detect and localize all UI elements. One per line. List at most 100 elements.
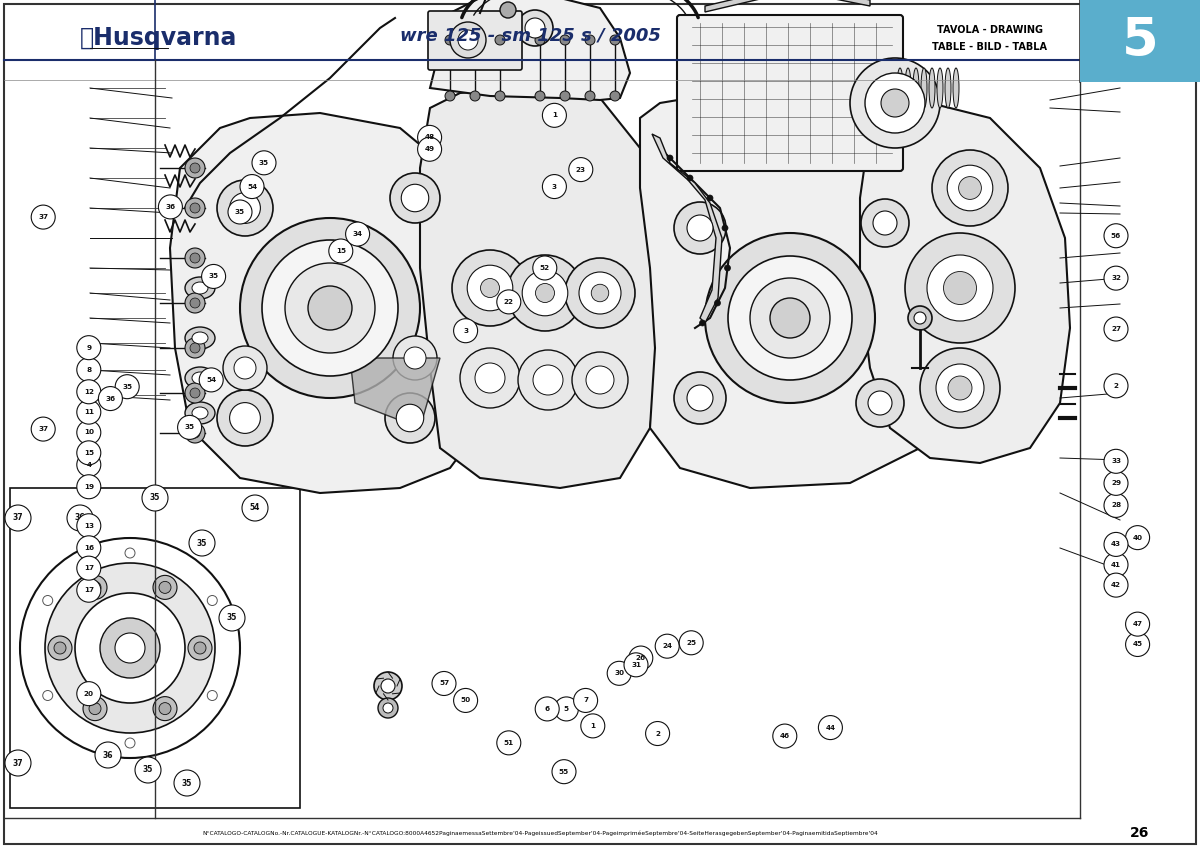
Circle shape xyxy=(581,714,605,738)
Circle shape xyxy=(174,770,200,796)
Circle shape xyxy=(77,475,101,499)
Ellipse shape xyxy=(953,68,959,108)
Text: 10: 10 xyxy=(84,429,94,436)
Circle shape xyxy=(5,505,31,531)
Text: 35: 35 xyxy=(235,209,245,215)
Circle shape xyxy=(881,89,910,117)
Circle shape xyxy=(134,757,161,783)
Circle shape xyxy=(586,366,614,394)
Text: 37: 37 xyxy=(13,514,23,522)
Circle shape xyxy=(850,58,940,148)
Circle shape xyxy=(610,91,620,101)
Circle shape xyxy=(572,352,628,408)
Circle shape xyxy=(46,563,215,733)
Text: 7: 7 xyxy=(583,697,588,704)
Circle shape xyxy=(234,357,256,379)
Circle shape xyxy=(1104,573,1128,597)
Text: 48: 48 xyxy=(425,134,434,141)
Circle shape xyxy=(714,300,720,306)
Text: 43: 43 xyxy=(1111,541,1121,548)
Circle shape xyxy=(185,338,205,358)
Circle shape xyxy=(142,485,168,511)
Circle shape xyxy=(610,35,620,45)
Circle shape xyxy=(158,703,172,715)
Text: 11: 11 xyxy=(84,409,94,416)
Circle shape xyxy=(418,137,442,161)
Circle shape xyxy=(454,319,478,343)
Circle shape xyxy=(1126,612,1150,636)
Text: 54: 54 xyxy=(250,504,260,512)
Circle shape xyxy=(722,225,728,231)
Text: 19: 19 xyxy=(84,483,94,490)
Circle shape xyxy=(240,175,264,198)
Circle shape xyxy=(725,265,731,271)
Circle shape xyxy=(959,176,982,199)
Circle shape xyxy=(89,582,101,594)
Circle shape xyxy=(770,298,810,338)
Circle shape xyxy=(475,363,505,393)
Ellipse shape xyxy=(922,68,928,108)
Circle shape xyxy=(518,350,578,410)
Circle shape xyxy=(728,256,852,380)
Circle shape xyxy=(1104,471,1128,495)
Text: 22: 22 xyxy=(504,298,514,305)
Circle shape xyxy=(868,391,892,415)
Circle shape xyxy=(89,703,101,715)
Text: 15: 15 xyxy=(336,248,346,254)
Circle shape xyxy=(580,272,622,314)
Ellipse shape xyxy=(913,68,919,108)
Circle shape xyxy=(500,2,516,18)
Ellipse shape xyxy=(185,327,215,349)
Circle shape xyxy=(240,218,420,398)
Circle shape xyxy=(329,239,353,263)
Circle shape xyxy=(31,417,55,441)
Circle shape xyxy=(67,505,94,531)
Circle shape xyxy=(286,263,374,353)
Circle shape xyxy=(374,672,402,700)
Circle shape xyxy=(252,151,276,175)
Circle shape xyxy=(460,348,520,408)
Circle shape xyxy=(497,290,521,314)
Text: 37: 37 xyxy=(38,426,48,432)
Circle shape xyxy=(750,278,830,358)
Ellipse shape xyxy=(192,332,208,344)
Circle shape xyxy=(1126,526,1150,550)
Text: 52: 52 xyxy=(540,265,550,271)
Circle shape xyxy=(542,103,566,127)
Circle shape xyxy=(418,126,442,149)
Text: 49: 49 xyxy=(425,146,434,153)
Circle shape xyxy=(560,91,570,101)
Text: 55: 55 xyxy=(559,768,569,775)
Circle shape xyxy=(308,286,352,330)
Circle shape xyxy=(158,582,172,594)
Circle shape xyxy=(390,173,440,223)
Circle shape xyxy=(77,556,101,580)
Circle shape xyxy=(552,760,576,784)
Circle shape xyxy=(208,595,217,605)
Ellipse shape xyxy=(192,407,208,419)
Circle shape xyxy=(533,256,557,280)
Circle shape xyxy=(43,690,53,700)
Circle shape xyxy=(773,724,797,748)
Circle shape xyxy=(48,636,72,660)
Circle shape xyxy=(522,271,568,315)
Circle shape xyxy=(947,165,992,211)
Ellipse shape xyxy=(185,277,215,299)
Circle shape xyxy=(20,538,240,758)
Text: TABLE - BILD - TABLA: TABLE - BILD - TABLA xyxy=(932,42,1048,52)
Text: 32: 32 xyxy=(1111,275,1121,282)
Ellipse shape xyxy=(929,68,935,108)
Text: 35: 35 xyxy=(197,538,208,548)
Text: 1: 1 xyxy=(552,112,557,119)
Circle shape xyxy=(508,255,583,331)
Text: 3: 3 xyxy=(463,327,468,334)
Text: 37: 37 xyxy=(38,214,48,220)
Circle shape xyxy=(943,271,977,304)
Text: 5: 5 xyxy=(1122,15,1158,67)
Circle shape xyxy=(646,722,670,745)
Text: 44: 44 xyxy=(826,724,835,731)
Circle shape xyxy=(31,205,55,229)
Circle shape xyxy=(242,495,268,521)
Text: 35: 35 xyxy=(182,778,192,788)
Circle shape xyxy=(396,404,424,432)
